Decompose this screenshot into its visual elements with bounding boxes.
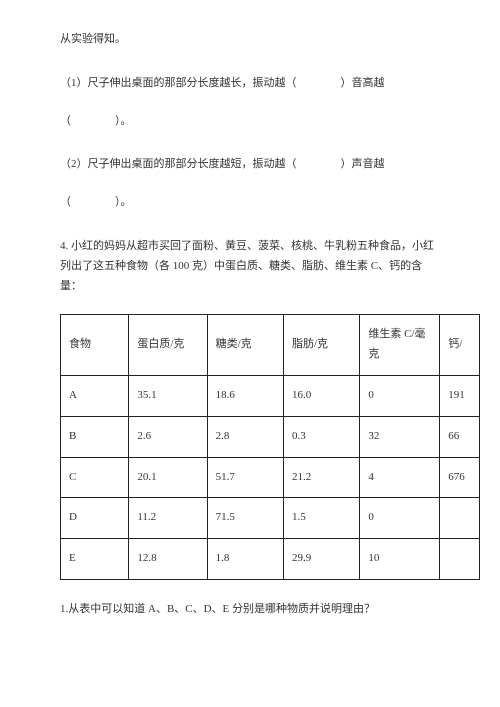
- cell-vitc: 4: [360, 457, 440, 498]
- cell-food: B: [61, 416, 129, 457]
- cell-sugar: 71.5: [207, 498, 283, 539]
- header-food: 食物: [61, 315, 129, 376]
- cell-sugar: 1.8: [207, 539, 283, 580]
- cell-fat: 0.3: [283, 416, 359, 457]
- cell-calcium: 676: [440, 457, 480, 498]
- cell-sugar: 2.8: [207, 416, 283, 457]
- cell-vitc: 10: [360, 539, 440, 580]
- question-4-line-c: 量：: [60, 277, 450, 297]
- cell-fat: 1.5: [283, 498, 359, 539]
- cell-protein: 20.1: [129, 457, 207, 498]
- question-last: 1.从表中可以知道 A、B、C、D、E 分别是哪种物质并说明理由？: [60, 600, 450, 620]
- header-sugar: 糖类/克: [207, 315, 283, 376]
- cell-protein: 35.1: [129, 375, 207, 416]
- cell-sugar: 51.7: [207, 457, 283, 498]
- cell-vitc: 32: [360, 416, 440, 457]
- cell-fat: 21.2: [283, 457, 359, 498]
- table-row: C 20.1 51.7 21.2 4 676: [61, 457, 480, 498]
- cell-fat: 16.0: [283, 375, 359, 416]
- question-1-line-a: （1）尺子伸出桌面的那部分长度越长，振动越（ ）音高越: [60, 74, 450, 94]
- intro-text: 从实验得知。: [60, 30, 450, 50]
- question-2-line-b: （ ）。: [60, 193, 450, 213]
- cell-calcium: 191: [440, 375, 480, 416]
- cell-food: A: [61, 375, 129, 416]
- cell-protein: 2.6: [129, 416, 207, 457]
- cell-protein: 12.8: [129, 539, 207, 580]
- header-fat: 脂肪/克: [283, 315, 359, 376]
- header-protein: 蛋白质/克: [129, 315, 207, 376]
- question-2-line-a: （2）尺子伸出桌面的那部分长度越短，振动越（ ）声音越: [60, 155, 450, 175]
- question-4-line-b: 列出了这五种食物（各 100 克）中蛋白质、糖类、脂肪、维生素 C、钙的含: [60, 257, 450, 277]
- nutrition-table: 食物 蛋白质/克 糖类/克 脂肪/克 维生素 C/毫克 钙/ A 35.1 18…: [60, 314, 480, 580]
- question-1-line-b: （ ）。: [60, 112, 450, 132]
- table-header-row: 食物 蛋白质/克 糖类/克 脂肪/克 维生素 C/毫克 钙/: [61, 315, 480, 376]
- cell-fat: 29.9: [283, 539, 359, 580]
- header-calcium: 钙/: [440, 315, 480, 376]
- table-row: D 11.2 71.5 1.5 0: [61, 498, 480, 539]
- cell-food: E: [61, 539, 129, 580]
- cell-calcium: [440, 498, 480, 539]
- question-4-line-a: 4. 小红的妈妈从超市买回了面粉、黄豆、菠菜、核桃、牛乳粉五种食品，小红: [60, 237, 450, 257]
- cell-protein: 11.2: [129, 498, 207, 539]
- cell-food: C: [61, 457, 129, 498]
- table-row: A 35.1 18.6 16.0 0 191: [61, 375, 480, 416]
- table-row: B 2.6 2.8 0.3 32 66: [61, 416, 480, 457]
- cell-vitc: 0: [360, 375, 440, 416]
- cell-calcium: [440, 539, 480, 580]
- table-row: E 12.8 1.8 29.9 10: [61, 539, 480, 580]
- cell-sugar: 18.6: [207, 375, 283, 416]
- header-vitc: 维生素 C/毫克: [360, 315, 440, 376]
- cell-vitc: 0: [360, 498, 440, 539]
- cell-calcium: 66: [440, 416, 480, 457]
- cell-food: D: [61, 498, 129, 539]
